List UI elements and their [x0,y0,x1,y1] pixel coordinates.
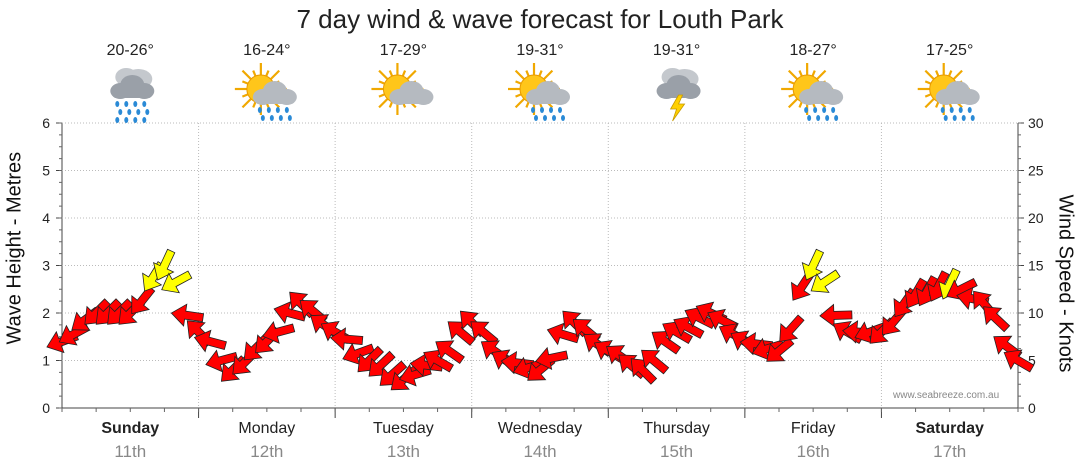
wind-arrow [329,327,364,351]
day-temp: 20-26° [106,42,154,59]
wind-arrow [779,314,805,343]
wind-arrow [170,303,205,327]
wind-arrow [161,270,193,294]
day-name: Monday [238,420,296,437]
wind-arrow [535,346,569,371]
sun-shower-icon [234,63,297,121]
y-tick-label-left: 5 [42,163,50,179]
day-name: Saturday [915,420,984,437]
day-temp: 19-31° [652,42,701,59]
wind-arrow [546,322,580,346]
wind-arrow [801,248,825,281]
y-tick-label-right: 5 [1028,353,1036,369]
sun-shower-icon [917,63,980,121]
wind-arrow [153,248,176,281]
day-date: 13th [386,442,420,461]
wind-arrow [1003,349,1035,373]
day-date: 15th [660,442,694,461]
y-tick-label-left: 1 [42,353,50,369]
wind-arrow [641,349,670,375]
wind-arrow [983,306,1011,333]
y-tick-label-right: 25 [1028,163,1044,179]
chart-title: 7 day wind & wave forecast for Louth Par… [296,4,784,34]
day-temp: 16-24° [243,42,291,59]
y-tick-label-right: 15 [1028,258,1044,274]
y-tick-label-right: 0 [1028,400,1036,416]
day-date: 11th [114,442,147,461]
wind-arrow [205,349,239,373]
day-date: 16th [796,442,830,461]
y-tick-label-left: 3 [42,258,50,274]
y-tick-label-left: 0 [42,400,50,416]
credit-text: www.seabreeze.com.au [893,390,1000,401]
sun-shower-icon [508,63,570,121]
y-tick-label-right: 20 [1028,210,1044,226]
day-temp: 17-25° [926,42,974,59]
day-name: Sunday [101,420,160,437]
day-name: Wednesday [497,420,583,437]
wind-arrow [435,340,465,365]
day-temp: 18-27° [789,42,837,59]
day-name: Thursday [643,420,710,437]
sun-shower-icon [781,63,844,121]
wind-arrow [262,320,296,344]
rain-cloud-icon [110,68,155,123]
wind-arrows [46,248,1035,391]
y-tick-label-left: 2 [42,305,50,321]
day-name: Friday [790,420,836,437]
day-date: 12th [250,442,284,461]
day-temp: 19-31° [516,42,564,59]
y-tick-label-right: 10 [1028,305,1044,321]
day-temp: 17-29° [379,42,428,59]
thunderstorm-icon [656,68,701,122]
wind-arrow [193,329,227,353]
day-name: Tuesday [373,420,434,437]
wind-arrow [810,269,841,293]
wind-arrow [766,337,795,362]
day-date: 14th [523,442,557,461]
wind-arrow [273,301,307,325]
y-tick-label-right: 30 [1028,115,1044,131]
y-tick-label-left: 4 [42,210,50,226]
partly-cloudy-icon [371,63,434,115]
y-tick-label-left: 6 [42,115,50,131]
day-date: 17th [933,442,967,461]
